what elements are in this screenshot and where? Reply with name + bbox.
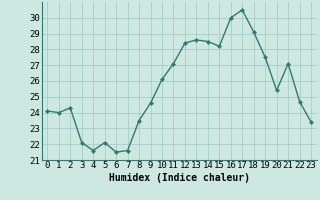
X-axis label: Humidex (Indice chaleur): Humidex (Indice chaleur) bbox=[109, 173, 250, 183]
